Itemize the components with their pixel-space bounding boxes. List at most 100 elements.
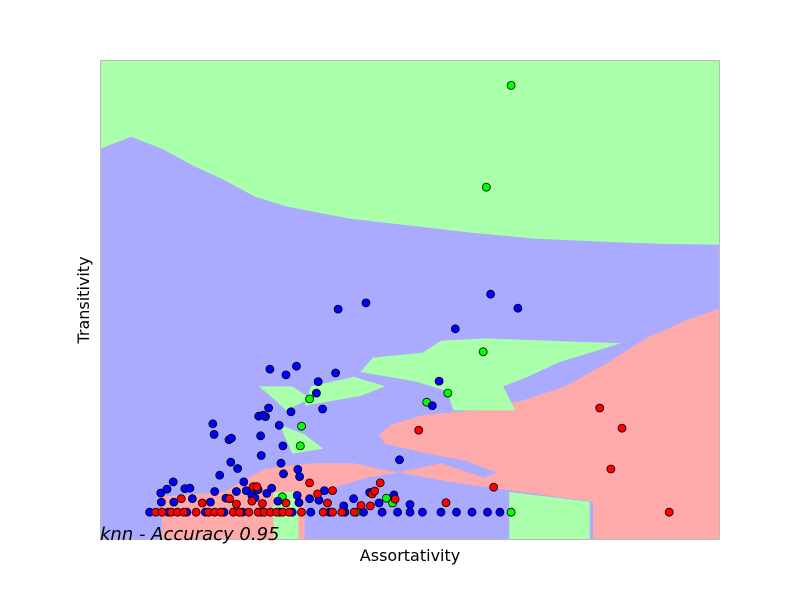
data-point-series1-14 <box>286 407 296 417</box>
data-point-series2-4 <box>489 482 499 492</box>
region-green-7 <box>509 492 590 540</box>
data-point-series1-10 <box>434 376 444 386</box>
data-point-series1-24 <box>256 431 266 441</box>
data-point-series1-23 <box>226 433 236 443</box>
data-point-series2-35 <box>235 507 244 517</box>
data-point-series1-12 <box>427 401 437 411</box>
data-point-series2-0 <box>595 403 605 413</box>
data-point-series2-30 <box>191 507 201 517</box>
data-point-series1-82 <box>417 507 427 517</box>
data-point-series0-9 <box>381 493 391 503</box>
data-point-series2-29 <box>179 507 189 517</box>
plot-area <box>100 60 720 540</box>
data-point-series1-56 <box>187 494 197 504</box>
data-point-series1-86 <box>483 507 492 517</box>
data-point-series2-42 <box>284 507 294 517</box>
data-point-series1-83 <box>436 507 446 517</box>
data-point-series1-33 <box>215 470 225 480</box>
data-point-series2-10 <box>370 486 380 496</box>
data-point-series1-40 <box>162 484 172 494</box>
data-point-series1-8 <box>313 377 323 387</box>
accuracy-annotation: knn - Accuracy 0.95 <box>100 524 279 545</box>
data-point-series1-39 <box>156 488 166 498</box>
data-point-series1-45 <box>241 486 251 496</box>
data-point-series1-87 <box>495 507 505 517</box>
data-point-series0-7 <box>295 441 305 451</box>
data-point-series1-15 <box>264 403 274 413</box>
data-point-series1-0 <box>361 298 371 308</box>
data-point-series1-31 <box>293 464 303 474</box>
data-point-series1-26 <box>256 451 266 460</box>
data-point-series2-22 <box>323 498 332 508</box>
data-point-series0-0 <box>506 81 516 90</box>
data-point-series1-49 <box>262 488 272 498</box>
data-point-series1-30 <box>276 458 286 468</box>
region-green-3 <box>304 376 386 406</box>
data-point-series1-6 <box>281 370 291 380</box>
region-green-5 <box>279 424 324 454</box>
data-point-series1-54 <box>156 497 166 507</box>
data-point-series1-3 <box>513 303 523 313</box>
data-point-series1-35 <box>279 469 288 479</box>
data-point-series2-18 <box>231 499 241 509</box>
data-point-series2-11 <box>328 486 337 496</box>
data-point-series2-1 <box>617 423 627 433</box>
data-point-series2-6 <box>305 478 315 488</box>
data-point-series1-61 <box>294 498 304 508</box>
data-point-series1-5 <box>292 361 301 371</box>
data-point-series2-33 <box>216 507 226 517</box>
data-point-series1-2 <box>486 289 496 299</box>
data-point-series2-26 <box>157 507 167 517</box>
data-point-series1-4 <box>450 324 460 334</box>
data-point-series1-51 <box>305 494 315 504</box>
x-axis-label: Assortativity <box>360 546 460 565</box>
data-point-series2-24 <box>365 501 375 511</box>
data-point-series1-21 <box>209 429 219 439</box>
data-point-series0-1 <box>481 182 491 192</box>
decision-regions <box>100 60 720 540</box>
data-point-series2-17 <box>197 498 207 508</box>
y-axis-label: Transitivity <box>74 256 93 344</box>
data-point-series2-44 <box>318 507 328 517</box>
data-point-series1-84 <box>452 507 461 517</box>
data-point-series2-8 <box>252 482 262 492</box>
data-point-series2-36 <box>244 507 254 517</box>
data-point-series1-9 <box>265 364 275 374</box>
data-point-series1-19 <box>208 419 218 429</box>
data-point-series1-44 <box>231 487 241 496</box>
data-point-series2-19 <box>247 496 257 506</box>
data-point-series2-23 <box>356 500 366 510</box>
data-point-series1-28 <box>226 457 236 467</box>
data-point-series2-15 <box>390 494 400 504</box>
data-point-series2-2 <box>414 425 424 435</box>
data-point-series1-29 <box>233 464 243 473</box>
data-point-series1-75 <box>306 507 316 517</box>
data-point-series1-79 <box>377 507 387 517</box>
data-point-series0-2 <box>478 347 488 357</box>
data-point-series1-80 <box>393 507 403 517</box>
data-point-series1-25 <box>278 441 288 451</box>
data-point-series1-13 <box>318 404 328 414</box>
data-point-series0-5 <box>305 394 315 404</box>
data-point-series1-41 <box>210 487 220 496</box>
data-point-series1-85 <box>467 507 477 517</box>
data-point-series2-43 <box>297 507 306 517</box>
data-point-series1-65 <box>405 500 415 509</box>
data-point-series1-50 <box>292 490 302 500</box>
region-green-0 <box>100 60 720 245</box>
data-point-series0-12 <box>506 507 516 517</box>
data-point-series2-5 <box>375 478 385 488</box>
data-point-series2-21 <box>281 498 291 508</box>
data-point-series2-14 <box>313 489 323 499</box>
region-green-2 <box>360 338 621 411</box>
data-point-series2-47 <box>349 507 359 517</box>
data-point-series1-27 <box>395 455 404 465</box>
region-red-1 <box>162 308 720 540</box>
data-point-series2-46 <box>337 507 347 517</box>
data-point-series2-45 <box>328 507 337 517</box>
data-point-series2-16 <box>441 498 451 508</box>
data-point-series2-13 <box>225 494 235 504</box>
data-point-series2-48 <box>664 507 674 517</box>
data-point-series1-81 <box>405 507 415 517</box>
